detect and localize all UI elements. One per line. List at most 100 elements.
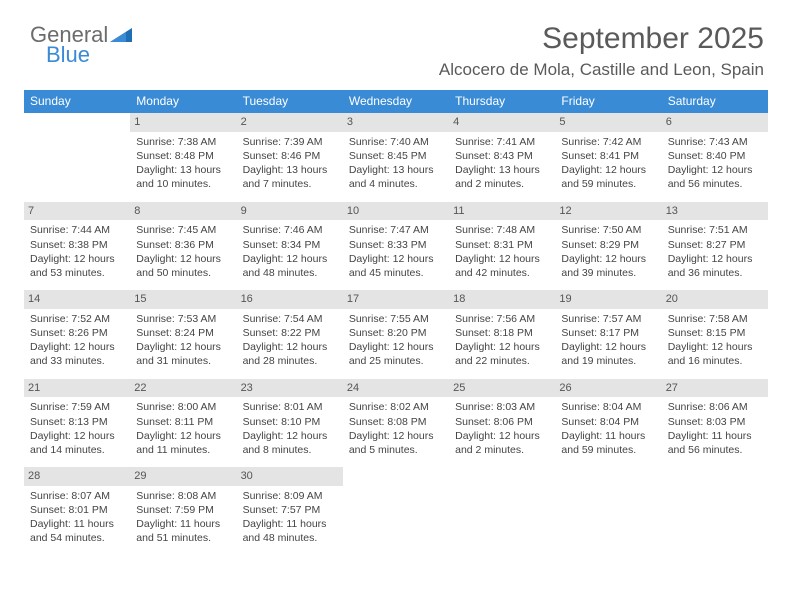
daylight-text: Daylight: 12 hours and 53 minutes. (30, 252, 124, 280)
sunrise-text: Sunrise: 8:06 AM (668, 400, 762, 414)
day-number: 13 (662, 202, 768, 221)
day-number: 26 (555, 379, 661, 398)
week-row: 28Sunrise: 8:07 AMSunset: 8:01 PMDayligh… (24, 467, 768, 556)
daylight-text: Daylight: 11 hours and 48 minutes. (243, 517, 337, 545)
sunrise-text: Sunrise: 8:02 AM (349, 400, 443, 414)
location-subtitle: Alcocero de Mola, Castille and Leon, Spa… (24, 60, 764, 80)
day-cell (662, 467, 768, 556)
day-cell: 20Sunrise: 7:58 AMSunset: 8:15 PMDayligh… (662, 290, 768, 379)
dow-cell: Sunday (24, 90, 130, 113)
sunrise-text: Sunrise: 8:08 AM (136, 489, 230, 503)
day-cell: 8Sunrise: 7:45 AMSunset: 8:36 PMDaylight… (130, 202, 236, 291)
day-cell: 22Sunrise: 8:00 AMSunset: 8:11 PMDayligh… (130, 379, 236, 468)
sunrise-text: Sunrise: 7:46 AM (243, 223, 337, 237)
day-cell: 7Sunrise: 7:44 AMSunset: 8:38 PMDaylight… (24, 202, 130, 291)
daylight-text: Daylight: 12 hours and 5 minutes. (349, 429, 443, 457)
sunset-text: Sunset: 7:57 PM (243, 503, 337, 517)
day-cell: 10Sunrise: 7:47 AMSunset: 8:33 PMDayligh… (343, 202, 449, 291)
day-number: 15 (130, 290, 236, 309)
sunrise-text: Sunrise: 7:38 AM (136, 135, 230, 149)
day-cell: 11Sunrise: 7:48 AMSunset: 8:31 PMDayligh… (449, 202, 555, 291)
calendar-weeks: 1Sunrise: 7:38 AMSunset: 8:48 PMDaylight… (24, 113, 768, 556)
day-number (24, 113, 130, 132)
day-number: 20 (662, 290, 768, 309)
sunrise-text: Sunrise: 8:09 AM (243, 489, 337, 503)
sunset-text: Sunset: 8:18 PM (455, 326, 549, 340)
daylight-text: Daylight: 12 hours and 19 minutes. (561, 340, 655, 368)
day-cell: 16Sunrise: 7:54 AMSunset: 8:22 PMDayligh… (237, 290, 343, 379)
sunrise-text: Sunrise: 8:07 AM (30, 489, 124, 503)
daylight-text: Daylight: 12 hours and 33 minutes. (30, 340, 124, 368)
day-cell (343, 467, 449, 556)
daylight-text: Daylight: 12 hours and 14 minutes. (30, 429, 124, 457)
sunrise-text: Sunrise: 7:48 AM (455, 223, 549, 237)
dow-cell: Thursday (449, 90, 555, 113)
daylight-text: Daylight: 12 hours and 2 minutes. (455, 429, 549, 457)
day-number: 21 (24, 379, 130, 398)
daylight-text: Daylight: 13 hours and 10 minutes. (136, 163, 230, 191)
day-number: 1 (130, 113, 236, 132)
day-number: 7 (24, 202, 130, 221)
sunset-text: Sunset: 8:17 PM (561, 326, 655, 340)
sunset-text: Sunset: 8:45 PM (349, 149, 443, 163)
daylight-text: Daylight: 12 hours and 48 minutes. (243, 252, 337, 280)
sunrise-text: Sunrise: 7:42 AM (561, 135, 655, 149)
day-cell (24, 113, 130, 202)
day-cell: 17Sunrise: 7:55 AMSunset: 8:20 PMDayligh… (343, 290, 449, 379)
daylight-text: Daylight: 12 hours and 56 minutes. (668, 163, 762, 191)
week-row: 7Sunrise: 7:44 AMSunset: 8:38 PMDaylight… (24, 202, 768, 291)
day-number: 4 (449, 113, 555, 132)
sunrise-text: Sunrise: 7:53 AM (136, 312, 230, 326)
sunrise-text: Sunrise: 8:01 AM (243, 400, 337, 414)
day-cell: 3Sunrise: 7:40 AMSunset: 8:45 PMDaylight… (343, 113, 449, 202)
daylight-text: Daylight: 12 hours and 31 minutes. (136, 340, 230, 368)
sunrise-text: Sunrise: 7:57 AM (561, 312, 655, 326)
day-number: 5 (555, 113, 661, 132)
day-cell: 12Sunrise: 7:50 AMSunset: 8:29 PMDayligh… (555, 202, 661, 291)
sunrise-text: Sunrise: 7:45 AM (136, 223, 230, 237)
day-number: 10 (343, 202, 449, 221)
sunset-text: Sunset: 8:33 PM (349, 238, 443, 252)
sunset-text: Sunset: 7:59 PM (136, 503, 230, 517)
daylight-text: Daylight: 12 hours and 42 minutes. (455, 252, 549, 280)
sunset-text: Sunset: 8:04 PM (561, 415, 655, 429)
dow-cell: Monday (130, 90, 236, 113)
sunrise-text: Sunrise: 7:50 AM (561, 223, 655, 237)
sunset-text: Sunset: 8:13 PM (30, 415, 124, 429)
sunset-text: Sunset: 8:43 PM (455, 149, 549, 163)
sunrise-text: Sunrise: 7:55 AM (349, 312, 443, 326)
day-number (662, 467, 768, 486)
sunset-text: Sunset: 8:26 PM (30, 326, 124, 340)
daylight-text: Daylight: 11 hours and 59 minutes. (561, 429, 655, 457)
day-cell: 14Sunrise: 7:52 AMSunset: 8:26 PMDayligh… (24, 290, 130, 379)
day-cell: 2Sunrise: 7:39 AMSunset: 8:46 PMDaylight… (237, 113, 343, 202)
sunrise-text: Sunrise: 7:44 AM (30, 223, 124, 237)
sunrise-text: Sunrise: 7:47 AM (349, 223, 443, 237)
sunset-text: Sunset: 8:40 PM (668, 149, 762, 163)
day-cell: 18Sunrise: 7:56 AMSunset: 8:18 PMDayligh… (449, 290, 555, 379)
day-cell: 30Sunrise: 8:09 AMSunset: 7:57 PMDayligh… (237, 467, 343, 556)
day-number: 25 (449, 379, 555, 398)
daylight-text: Daylight: 12 hours and 22 minutes. (455, 340, 549, 368)
sunrise-text: Sunrise: 7:39 AM (243, 135, 337, 149)
calendar: SundayMondayTuesdayWednesdayThursdayFrid… (24, 90, 768, 556)
day-cell: 29Sunrise: 8:08 AMSunset: 7:59 PMDayligh… (130, 467, 236, 556)
day-cell: 28Sunrise: 8:07 AMSunset: 8:01 PMDayligh… (24, 467, 130, 556)
day-cell (449, 467, 555, 556)
sunset-text: Sunset: 8:27 PM (668, 238, 762, 252)
day-cell: 27Sunrise: 8:06 AMSunset: 8:03 PMDayligh… (662, 379, 768, 468)
sunset-text: Sunset: 8:01 PM (30, 503, 124, 517)
brand-logo: General Blue (30, 24, 134, 66)
day-cell: 24Sunrise: 8:02 AMSunset: 8:08 PMDayligh… (343, 379, 449, 468)
day-number: 19 (555, 290, 661, 309)
day-cell: 4Sunrise: 7:41 AMSunset: 8:43 PMDaylight… (449, 113, 555, 202)
sunset-text: Sunset: 8:36 PM (136, 238, 230, 252)
daylight-text: Daylight: 12 hours and 25 minutes. (349, 340, 443, 368)
daylight-text: Daylight: 12 hours and 16 minutes. (668, 340, 762, 368)
week-row: 21Sunrise: 7:59 AMSunset: 8:13 PMDayligh… (24, 379, 768, 468)
sunrise-text: Sunrise: 7:59 AM (30, 400, 124, 414)
sunrise-text: Sunrise: 7:41 AM (455, 135, 549, 149)
sunset-text: Sunset: 8:11 PM (136, 415, 230, 429)
day-cell: 23Sunrise: 8:01 AMSunset: 8:10 PMDayligh… (237, 379, 343, 468)
sunrise-text: Sunrise: 7:40 AM (349, 135, 443, 149)
